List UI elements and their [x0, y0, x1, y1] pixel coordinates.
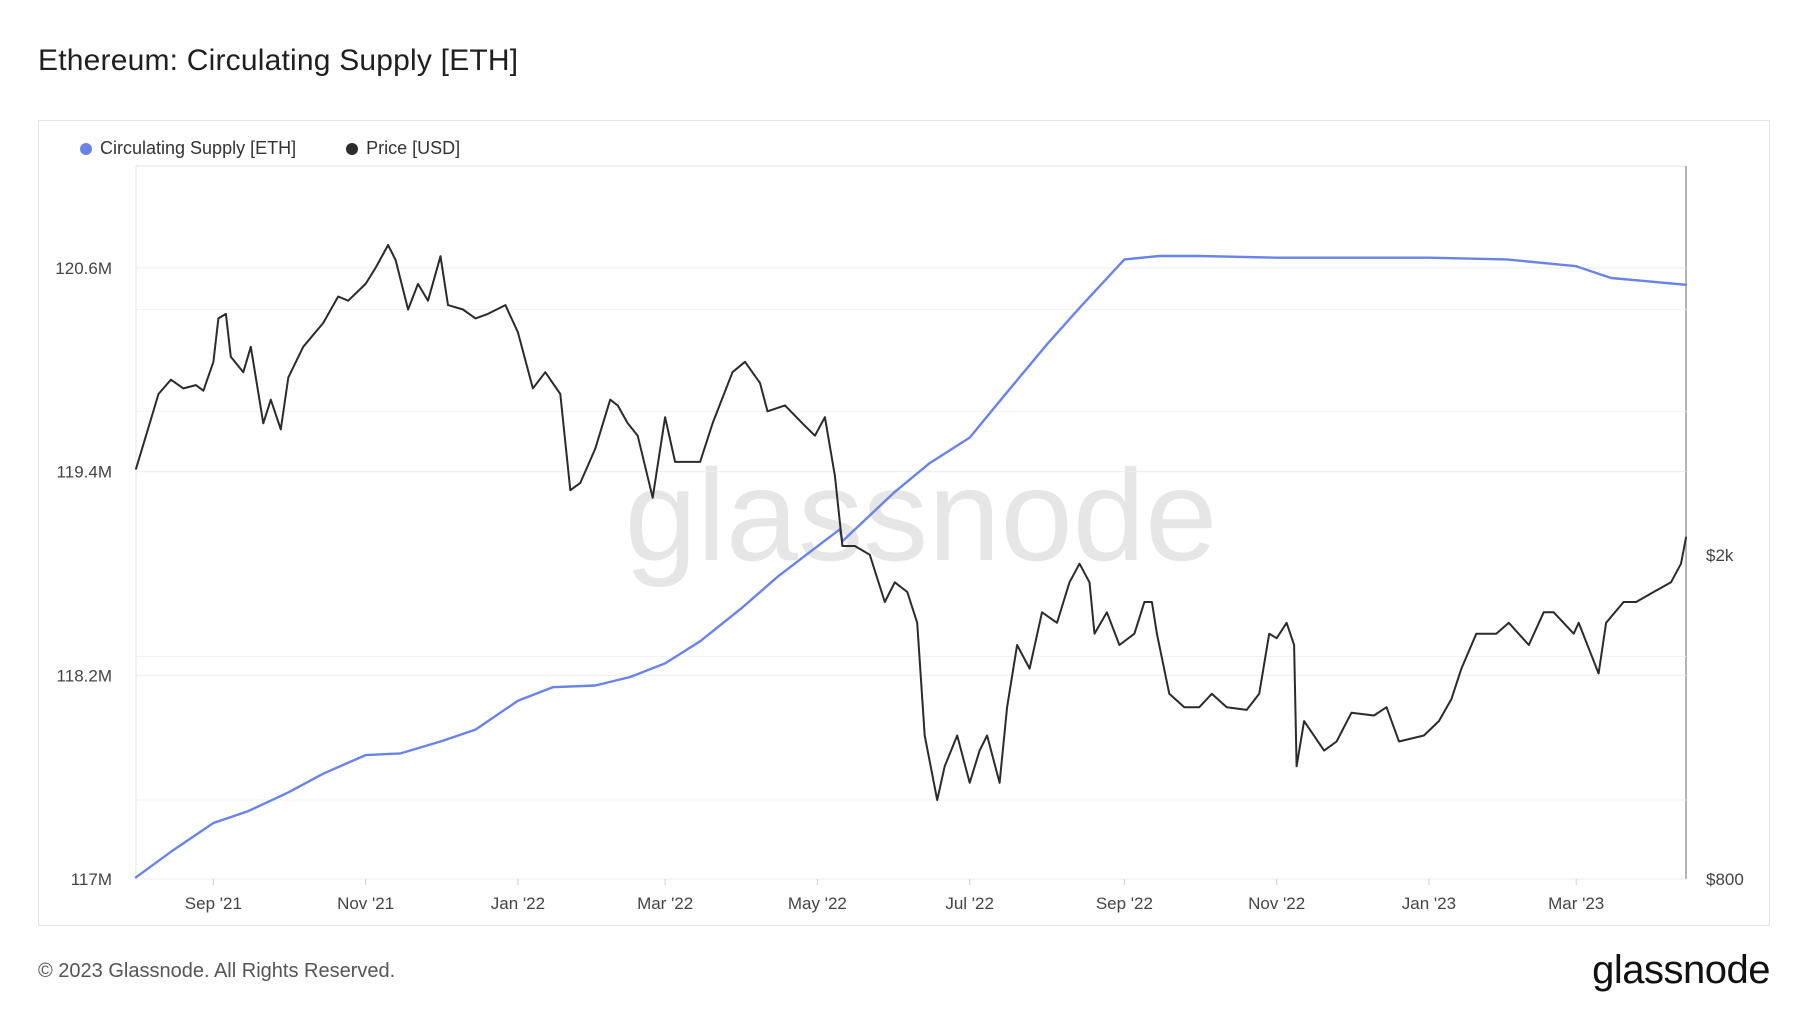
copyright-text: © 2023 Glassnode. All Rights Reserved.	[38, 960, 396, 982]
y-left-tick-label: 120.6M	[55, 259, 112, 278]
page-title: Ethereum: Circulating Supply [ETH]	[38, 44, 519, 77]
legend-label-supply: Circulating Supply [ETH]	[100, 138, 297, 158]
x-tick-label: Sep '21	[185, 894, 242, 913]
x-tick-label: Sep '22	[1096, 894, 1153, 913]
legend-dot-supply-icon	[80, 142, 92, 155]
y-left-tick-label: 119.4M	[57, 463, 112, 482]
x-tick-label: Jan '23	[1402, 894, 1456, 913]
legend-dot-price-icon	[346, 142, 359, 155]
legend-item-supply[interactable]: Circulating Supply [ETH]	[80, 138, 296, 159]
legend-item-price[interactable]: Price [USD]	[346, 138, 460, 159]
price-series-line	[135, 244, 1687, 801]
glassnode-logo: glassnode	[1592, 948, 1770, 992]
x-tick-label: Nov '22	[1248, 894, 1305, 913]
y-right-tick-label: $2k	[1706, 546, 1734, 565]
y-right-tick-label: $800	[1706, 870, 1744, 889]
x-tick-label: Mar '22	[637, 894, 693, 913]
y-left-tick-label: 118.2M	[57, 666, 112, 685]
x-tick-label: Mar '23	[1548, 894, 1604, 913]
supply-series-line	[134, 254, 1688, 879]
watermark-text: glassnode	[625, 442, 1218, 588]
x-tick-label: May '22	[788, 894, 847, 913]
x-tick-label: Jul '22	[945, 894, 994, 913]
x-tick-label: Nov '21	[337, 894, 394, 913]
chart-frame	[38, 120, 1770, 926]
y-left-tick-label: 117M	[71, 870, 112, 889]
legend-label-price: Price [USD]	[366, 138, 461, 158]
x-tick-label: Jan '22	[491, 894, 545, 913]
chart-legend: Circulating Supply [ETH] Price [USD]	[80, 138, 460, 159]
